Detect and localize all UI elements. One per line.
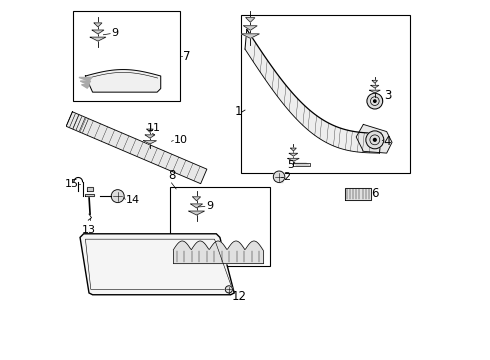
Circle shape xyxy=(373,139,376,141)
Text: 4: 4 xyxy=(384,135,392,148)
Polygon shape xyxy=(81,85,89,88)
Polygon shape xyxy=(371,85,379,88)
Text: 1: 1 xyxy=(235,105,242,118)
Polygon shape xyxy=(147,129,153,132)
Text: 15: 15 xyxy=(65,179,79,189)
Polygon shape xyxy=(191,204,202,208)
Polygon shape xyxy=(288,158,299,161)
Polygon shape xyxy=(246,18,255,22)
Circle shape xyxy=(367,93,383,109)
Text: 8: 8 xyxy=(168,169,175,182)
Circle shape xyxy=(111,190,124,203)
Text: 7: 7 xyxy=(183,50,191,63)
Text: 9: 9 xyxy=(206,201,214,211)
Polygon shape xyxy=(94,23,102,27)
Polygon shape xyxy=(372,81,377,83)
Polygon shape xyxy=(87,187,93,191)
Text: 3: 3 xyxy=(384,89,391,102)
Polygon shape xyxy=(291,148,296,151)
Polygon shape xyxy=(294,163,310,166)
Polygon shape xyxy=(80,81,91,85)
Text: 14: 14 xyxy=(126,195,140,206)
Bar xyxy=(242,15,410,173)
Polygon shape xyxy=(279,171,285,183)
Polygon shape xyxy=(369,90,380,93)
Polygon shape xyxy=(80,234,234,295)
Polygon shape xyxy=(90,37,106,41)
Circle shape xyxy=(273,171,285,183)
Circle shape xyxy=(374,100,376,102)
Polygon shape xyxy=(244,26,257,30)
Circle shape xyxy=(225,286,232,293)
Polygon shape xyxy=(189,211,204,215)
Polygon shape xyxy=(144,141,156,144)
Polygon shape xyxy=(345,188,370,200)
Polygon shape xyxy=(193,197,200,201)
Polygon shape xyxy=(145,135,155,138)
Text: 9: 9 xyxy=(112,28,119,38)
Polygon shape xyxy=(85,69,161,92)
Bar xyxy=(170,187,270,266)
Bar xyxy=(73,12,180,101)
Circle shape xyxy=(366,131,384,149)
Text: 10: 10 xyxy=(174,135,188,145)
Polygon shape xyxy=(92,30,104,34)
Polygon shape xyxy=(245,30,381,153)
Polygon shape xyxy=(79,77,92,81)
Polygon shape xyxy=(66,112,207,184)
Text: 6: 6 xyxy=(371,188,379,201)
Text: 12: 12 xyxy=(232,290,247,303)
Text: 13: 13 xyxy=(82,225,96,235)
Text: 5: 5 xyxy=(287,159,294,170)
Polygon shape xyxy=(85,194,95,196)
Polygon shape xyxy=(242,34,259,39)
Polygon shape xyxy=(356,125,392,153)
Text: 11: 11 xyxy=(147,123,161,133)
Text: 2: 2 xyxy=(283,172,291,182)
Polygon shape xyxy=(289,153,298,156)
